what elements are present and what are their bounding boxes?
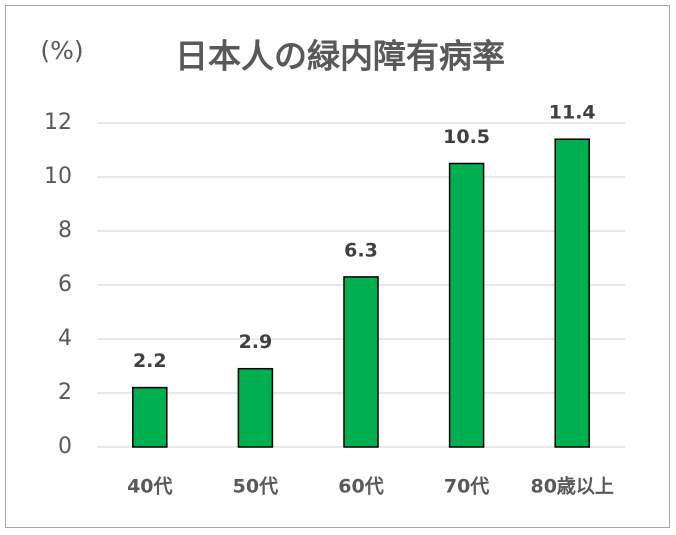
y-tick-label: 0 [58,434,72,459]
data-label: 6.3 [344,239,378,261]
bar [237,367,274,448]
bar [132,386,168,448]
y-tick-label: 4 [58,326,72,351]
y-tick-label: 6 [58,272,72,297]
data-label: 2.2 [133,350,167,372]
bar [554,138,590,448]
chart-title: 日本人の緑内障有病率 [175,37,505,76]
x-tick-label: 40代 [127,476,172,498]
x-tick-label: 80歳以上 [530,476,613,498]
x-tick-label: 70代 [444,476,489,498]
y-tick-label: 8 [58,218,72,243]
data-label: 10.5 [443,126,490,148]
x-tick-label: 50代 [233,476,278,498]
data-label: 2.9 [239,331,273,353]
y-tick-label: 12 [44,110,72,135]
y-axis-label: (%) [40,36,83,65]
y-tick-label: 10 [44,164,72,189]
bar [343,276,379,448]
x-tick-label: 60代 [338,476,383,498]
data-label: 11.4 [549,102,596,124]
bar [448,162,485,448]
y-tick-label: 2 [58,380,72,405]
